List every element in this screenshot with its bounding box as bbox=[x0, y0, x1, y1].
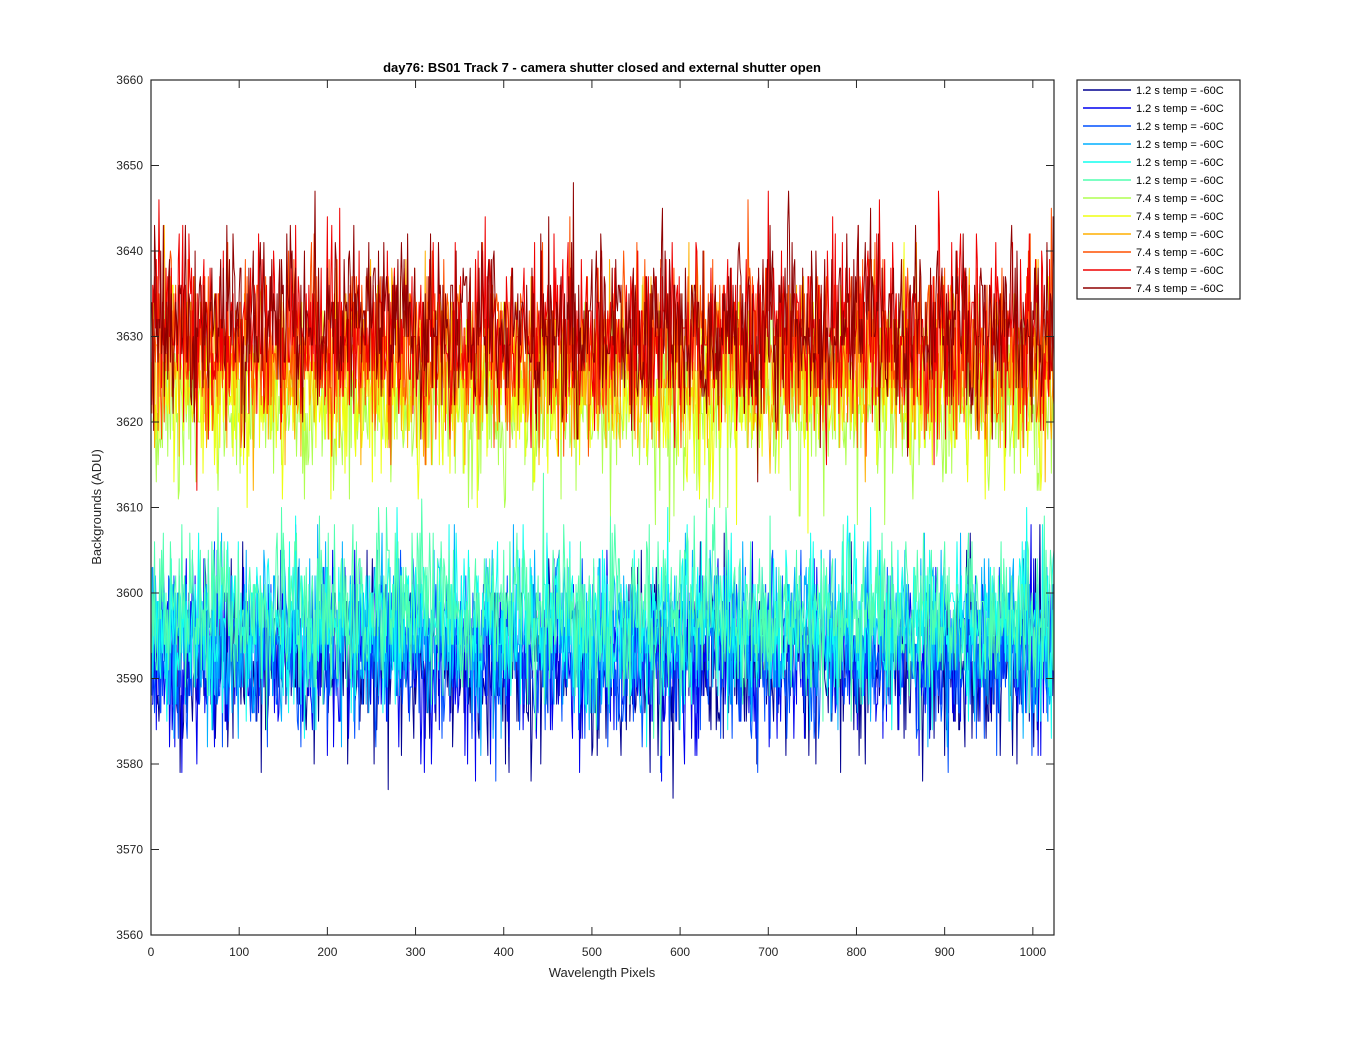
y-tick-label: 3560 bbox=[116, 928, 143, 942]
plot-background bbox=[151, 80, 1054, 935]
x-tick-label: 200 bbox=[317, 945, 337, 959]
x-tick-label: 600 bbox=[670, 945, 690, 959]
x-tick-label: 500 bbox=[582, 945, 602, 959]
legend: 1.2 s temp = -60C 1.2 s temp = -60C 1.2 s … bbox=[1076, 79, 1241, 300]
legend-label: 7.4 s temp = -60C bbox=[1136, 211, 1224, 223]
legend-label: 7.4 s temp = -60C bbox=[1136, 265, 1224, 277]
legend-label: 1.2 s temp = -60C bbox=[1136, 103, 1224, 115]
x-tick-label: 1000 bbox=[1019, 945, 1046, 959]
series-line-12 bbox=[151, 182, 1054, 483]
series-line-6 bbox=[151, 472, 1054, 756]
y-tick-label: 3640 bbox=[116, 244, 143, 258]
x-tick-label: 100 bbox=[229, 945, 249, 959]
y-axis-ticks: 3560 3570 3580 3590 3600 3610 3620 3630 3640 3650… bbox=[116, 73, 1054, 942]
plot-area bbox=[150, 79, 1055, 936]
x-tick-label: 300 bbox=[406, 945, 426, 959]
x-tick-label: 0 bbox=[148, 945, 155, 959]
y-tick-label: 3650 bbox=[116, 159, 143, 173]
legend-label: 7.4 s temp = -60C bbox=[1136, 229, 1224, 241]
legend-label: 1.2 s temp = -60C bbox=[1136, 157, 1224, 169]
legend-label: 1.2 s temp = -60C bbox=[1136, 139, 1224, 151]
x-tick-label: 400 bbox=[494, 945, 514, 959]
series-layer bbox=[151, 182, 1054, 799]
y-tick-label: 3610 bbox=[116, 501, 143, 515]
x-tick-label: 800 bbox=[846, 945, 866, 959]
y-tick-label: 3570 bbox=[116, 843, 143, 857]
y-tick-label: 3620 bbox=[116, 415, 143, 429]
legend-label: 7.4 s temp = -60C bbox=[1136, 283, 1224, 295]
legend-label: 1.2 s temp = -60C bbox=[1136, 85, 1224, 97]
y-tick-label: 3590 bbox=[116, 672, 143, 686]
legend-label: 1.2 s temp = -60C bbox=[1136, 175, 1224, 187]
y-tick-label: 3630 bbox=[116, 330, 143, 344]
legend-label: 7.4 s temp = -60C bbox=[1136, 247, 1224, 259]
legend-label: 7.4 s temp = -60C bbox=[1136, 193, 1224, 205]
y-tick-label: 3600 bbox=[116, 586, 143, 600]
y-tick-label: 3580 bbox=[116, 757, 143, 771]
legend-label: 1.2 s temp = -60C bbox=[1136, 121, 1224, 133]
chart-title: day76: BS01 Track 7 - camera shutter clo… bbox=[383, 60, 821, 75]
y-axis-label: Backgrounds (ADU) bbox=[89, 449, 104, 565]
legend-box bbox=[1076, 79, 1241, 300]
x-tick-label: 900 bbox=[935, 945, 955, 959]
x-tick-label: 700 bbox=[758, 945, 778, 959]
x-axis-label: Wavelength Pixels bbox=[549, 965, 656, 980]
legend-entries: 1.2 s temp = -60C 1.2 s temp = -60C 1.2 s … bbox=[1083, 85, 1224, 295]
y-tick-label: 3660 bbox=[116, 73, 143, 87]
x-axis-ticks: 0 100 200 300 400 500 600 700 800 900 1000 bbox=[148, 80, 1047, 959]
